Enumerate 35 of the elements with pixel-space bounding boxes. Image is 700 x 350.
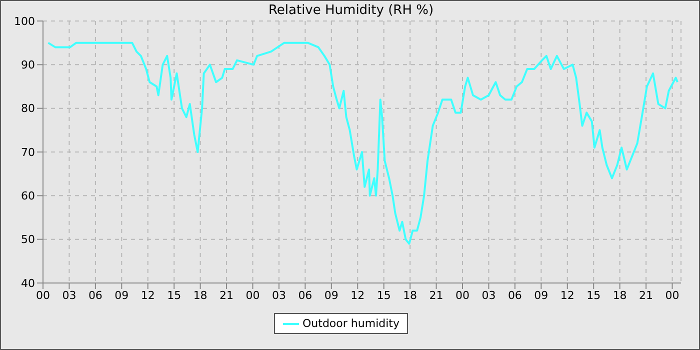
line-series bbox=[47, 42, 679, 245]
chart-title: Relative Humidity (RH %) bbox=[268, 3, 434, 18]
x-tick-label: 15 bbox=[586, 288, 601, 302]
y-tick-label: 40 bbox=[21, 276, 35, 290]
y-tick-label: 60 bbox=[21, 190, 35, 203]
x-tick-label: 03 bbox=[62, 288, 76, 302]
x-tick-label: 00 bbox=[456, 288, 470, 302]
x-tick-label: 00 bbox=[246, 288, 260, 302]
x-tick-label: 21 bbox=[429, 288, 444, 302]
x-tick-label: 09 bbox=[324, 288, 338, 302]
x-tick-label: 03 bbox=[482, 288, 496, 302]
x-tick-label: 06 bbox=[508, 288, 522, 302]
legend-label: Outdoor humidity bbox=[302, 317, 400, 330]
x-tick-label: 06 bbox=[298, 288, 312, 302]
x-tick-label: 18 bbox=[193, 288, 208, 302]
x-tick-label: 15 bbox=[376, 288, 391, 302]
x-tick-label: 03 bbox=[272, 288, 286, 302]
x-tick-label: 21 bbox=[639, 288, 654, 302]
x-tick-label: 18 bbox=[612, 288, 627, 302]
x-tick-label: 18 bbox=[403, 288, 418, 302]
y-tick-label: 70 bbox=[21, 146, 35, 159]
x-tick-label: 00 bbox=[36, 288, 50, 302]
x-tick-label: 06 bbox=[88, 288, 102, 302]
x-tick-label: 12 bbox=[350, 288, 365, 302]
x-tick-label: 15 bbox=[167, 288, 182, 302]
x-tick-label: 09 bbox=[534, 288, 548, 302]
y-tick-label: 100 bbox=[14, 14, 35, 28]
y-tick-label: 50 bbox=[21, 233, 35, 246]
x-tick-label: 09 bbox=[114, 288, 129, 302]
x-tick-label: 12 bbox=[140, 288, 155, 302]
x-tick-label: 12 bbox=[560, 288, 574, 302]
y-tick-label: 80 bbox=[21, 102, 35, 116]
x-tick-label: 00 bbox=[665, 288, 680, 302]
x-tick-label: 21 bbox=[220, 288, 234, 302]
y-tick-label: 90 bbox=[21, 58, 35, 72]
